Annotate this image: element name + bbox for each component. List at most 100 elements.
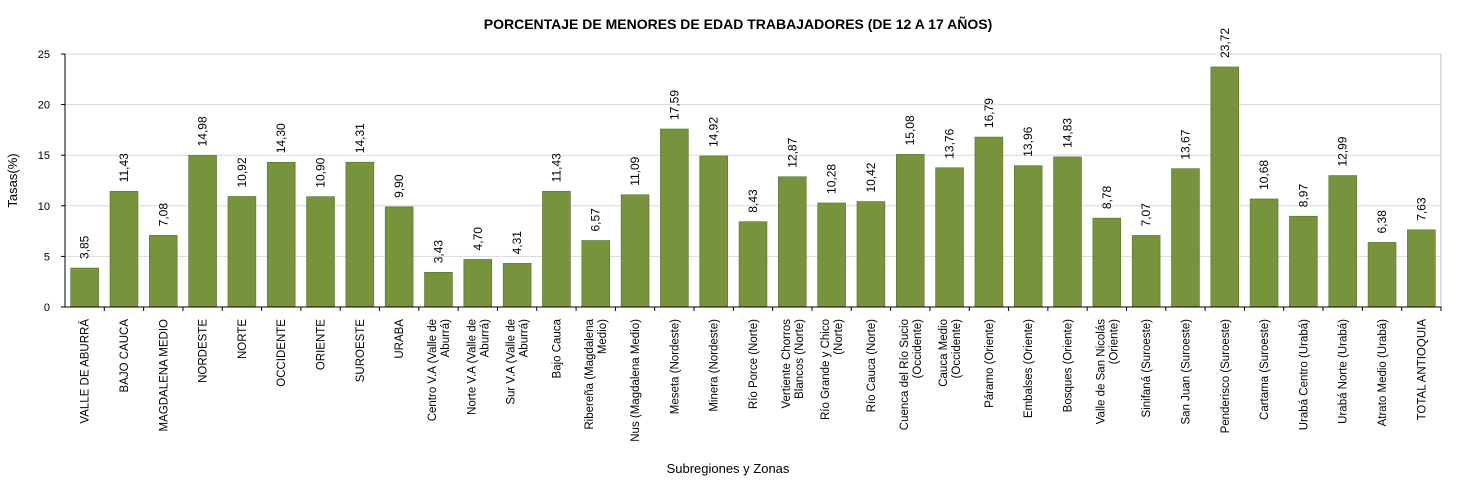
- svg-text:OCCIDENTE: OCCIDENTE: [276, 319, 288, 387]
- y-axis-label: Tasas(%): [5, 153, 20, 207]
- x-tick-label: San Juan (Suroeste): [1180, 319, 1192, 425]
- svg-text:Aburrá): Aburrá): [440, 319, 452, 358]
- y-axis: 0 5 10 15 20 25: [38, 49, 66, 314]
- x-tick-label: Cuenca del Río Sucio (Occidente): [899, 319, 924, 430]
- value-labels: 3,85 11,43 7,08 14,98 10,92 14,30 10,90 14,31 9,…: [78, 28, 1429, 264]
- value-label: 15,08: [903, 115, 917, 145]
- svg-text:URABA: URABA: [394, 319, 406, 359]
- bar: [384, 206, 414, 308]
- x-tick-label: Sur V.A (Valle de Aburrá): [506, 319, 531, 405]
- value-label: 10,28: [825, 164, 839, 194]
- x-tick-label: VALLE DE ABURRÁ: [79, 319, 92, 424]
- x-tick-label: Río Porce (Norte): [748, 319, 760, 409]
- svg-text:SUROESTE: SUROESTE: [355, 319, 367, 383]
- x-tick-label: Urabá Norte (Urabá): [1338, 319, 1350, 424]
- y-tick-label: 25: [38, 49, 50, 61]
- bar: [896, 154, 925, 308]
- svg-text:Urabá Norte (Urabá): Urabá Norte (Urabá): [1338, 319, 1350, 424]
- value-label: 6,38: [1375, 210, 1389, 234]
- x-tick-label: Atrato Medio (Urabá): [1377, 319, 1389, 427]
- x-tick-label: Bosques (Oriente): [1063, 319, 1075, 412]
- value-label: 14,92: [707, 117, 721, 147]
- svg-text:(Occidente): (Occidente): [912, 319, 924, 379]
- svg-text:Vertiente Chorros: Vertiente Chorros: [781, 319, 793, 409]
- svg-text:BAJO CAUCA: BAJO CAUCA: [119, 319, 131, 393]
- bar: [188, 155, 217, 308]
- bar: [1053, 156, 1082, 308]
- svg-text:Río Grande y Chico: Río Grande y Chico: [820, 319, 832, 420]
- x-tick-label: BAJO CAUCA: [119, 319, 131, 393]
- value-label: 17,59: [667, 90, 681, 120]
- bar: [463, 259, 493, 308]
- svg-text:(Oriente): (Oriente): [1108, 319, 1120, 365]
- svg-text:MAGDALENA MEDIO: MAGDALENA MEDIO: [158, 319, 170, 432]
- value-label: 12,87: [785, 137, 799, 167]
- svg-text:ORIENTE: ORIENTE: [316, 319, 328, 370]
- x-tick-label: Cartama (Suroeste): [1259, 319, 1271, 420]
- svg-text:Nus (Magdalena Medio): Nus (Magdalena Medio): [630, 319, 642, 442]
- value-label: 8,97: [1296, 184, 1310, 208]
- value-label: 11,43: [549, 153, 563, 182]
- svg-text:Valle de San Nicolás: Valle de San Nicolás: [1095, 319, 1107, 425]
- value-label: 13,76: [943, 128, 957, 158]
- svg-text:Embalses (Oriente): Embalses (Oriente): [1023, 319, 1035, 418]
- svg-text:Meseta (Nordeste): Meseta (Nordeste): [669, 319, 681, 414]
- bar: [345, 161, 375, 308]
- value-label: 4,70: [471, 227, 485, 251]
- x-tick-label: Sinifaná (Suroeste): [1141, 319, 1153, 418]
- x-tick-label: TOTAL ANTIOQUIA: [1416, 319, 1428, 421]
- svg-text:Norte V.A (Valle de: Norte V.A (Valle de: [466, 319, 478, 415]
- bar: [502, 263, 532, 308]
- value-label: 11,09: [628, 156, 642, 185]
- bar: [306, 196, 335, 308]
- x-tick-label: Norte V.A (Valle de Aburrá): [466, 319, 491, 415]
- svg-text:Penderisco (Suroeste): Penderisco (Suroeste): [1220, 319, 1232, 434]
- svg-text:NORTE: NORTE: [237, 319, 249, 359]
- bar: [70, 267, 99, 308]
- svg-text:Medio): Medio): [597, 319, 609, 354]
- svg-text:San Juan (Suroeste): San Juan (Suroeste): [1180, 319, 1192, 425]
- x-tick-label: Meseta (Nordeste): [669, 319, 681, 414]
- value-label: 14,30: [274, 123, 288, 153]
- value-label: 13,96: [1021, 126, 1035, 156]
- x-tick-label: Penderisco (Suroeste): [1220, 319, 1232, 434]
- bar: [935, 167, 964, 308]
- bar: [1171, 168, 1200, 308]
- x-tick-label: Bajo Cauca: [551, 318, 563, 378]
- bar: [1092, 217, 1122, 308]
- x-tick-label: Vertiente Chorros Blancos (Norte): [781, 319, 806, 409]
- value-label: 16,79: [982, 98, 996, 128]
- svg-text:Cauca Medio: Cauca Medio: [938, 319, 950, 387]
- x-tick-label: NORDESTE: [198, 319, 210, 383]
- x-tick-label: NORTE: [237, 319, 249, 359]
- value-label: 10,90: [314, 157, 328, 187]
- x-tick-label: ORIENTE: [316, 319, 328, 370]
- svg-text:Minera (Nordeste): Minera (Nordeste): [709, 319, 721, 412]
- bar: [1131, 235, 1161, 308]
- bar: [856, 201, 886, 308]
- value-label: 3,43: [431, 240, 445, 264]
- x-tick-label: Ribereña (Magdalena Medio): [584, 318, 609, 429]
- y-tick-label: 15: [38, 150, 50, 162]
- bar: [424, 271, 453, 308]
- value-label: 14,31: [353, 123, 367, 153]
- bar: [227, 196, 257, 308]
- bar: [620, 194, 650, 308]
- bar: [974, 136, 1004, 308]
- svg-text:NORDESTE: NORDESTE: [198, 319, 210, 383]
- bar: [738, 221, 768, 308]
- svg-text:Aburrá): Aburrá): [519, 319, 531, 358]
- y-tick-label: 5: [44, 251, 50, 263]
- bar: [1210, 66, 1240, 308]
- x-tick-label: Río Grande y Chico (Norte): [820, 319, 845, 420]
- bar: [699, 155, 728, 308]
- bar: [778, 176, 807, 308]
- bar: [109, 191, 139, 308]
- svg-text:Urabá Centro (Urabá): Urabá Centro (Urabá): [1298, 319, 1310, 430]
- value-label: 4,31: [510, 231, 524, 255]
- x-tick-label: Minera (Nordeste): [709, 319, 721, 412]
- svg-text:(Occidente): (Occidente): [951, 319, 963, 379]
- bar: [1249, 198, 1279, 308]
- value-label: 12,99: [1336, 136, 1350, 166]
- x-tick-label: Centro V.A (Valle de Aburrá): [427, 319, 452, 421]
